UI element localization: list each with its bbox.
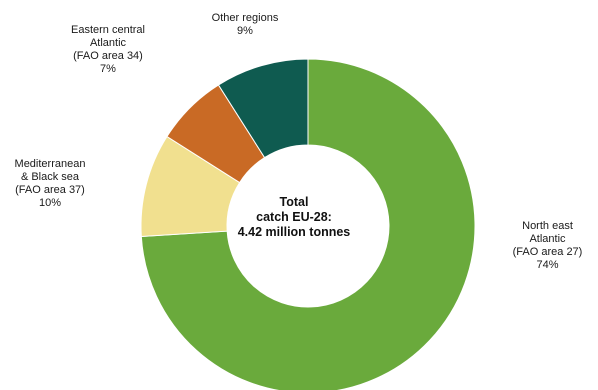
label-line: Atlantic — [89, 37, 127, 49]
slice-label-other-regions: Other regions 9% — [195, 12, 295, 38]
label-line: 9% — [237, 25, 253, 37]
slice-label-mediterranean-black-sea: Mediterranean & Black sea (FAO area 37) … — [0, 158, 100, 210]
center-total-label: Total catch EU-28: 4.42 million tonnes — [214, 195, 374, 240]
slice-other-regions — [217, 58, 309, 159]
slice-label-north-east-atlantic: North east Atlantic (FAO area 27) 74% — [500, 220, 595, 272]
label-line: Eastern central — [71, 24, 145, 36]
label-line: Mediterranean — [14, 158, 86, 170]
label-line: (FAO area 27) — [512, 246, 583, 258]
label-line: Other regions — [211, 12, 279, 24]
label-line: North east — [522, 220, 573, 232]
label-line: 7% — [100, 63, 116, 75]
center-line: 4.42 million tonnes — [237, 225, 351, 239]
label-line: & Black sea — [20, 171, 80, 183]
label-line: 74% — [536, 259, 559, 271]
label-line: 10% — [38, 197, 62, 209]
slice-label-eastern-central-atlantic: Eastern central Atlantic (FAO area 34) 7… — [58, 24, 158, 76]
center-line: catch EU-28: — [256, 210, 332, 224]
label-line: (FAO area 34) — [73, 50, 143, 62]
label-line: Atlantic — [529, 233, 566, 245]
slice-north-east-atlantic — [140, 58, 476, 390]
center-line: Total — [279, 195, 309, 209]
label-line: (FAO area 37) — [15, 184, 85, 196]
